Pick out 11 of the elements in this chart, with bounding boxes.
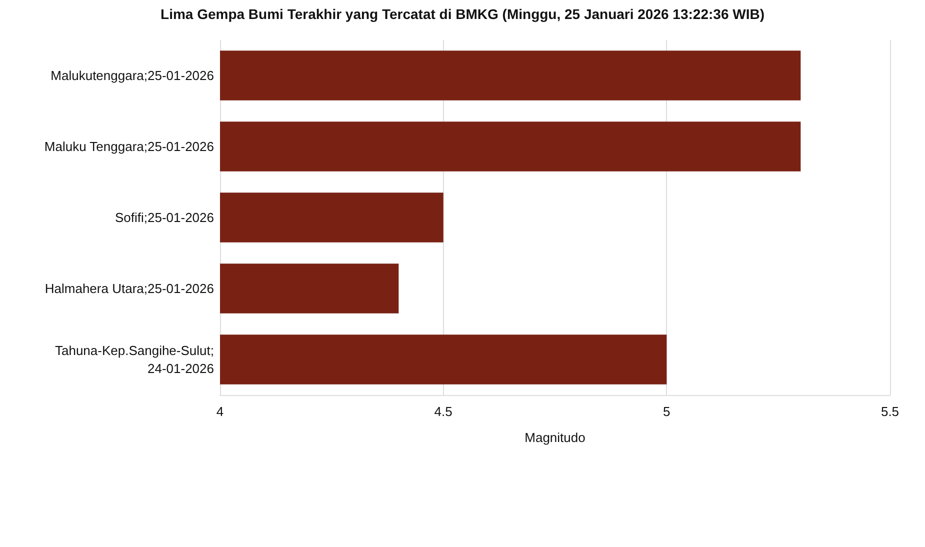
y-tick-label: Tahuna-Kep.Sangihe-Sulut;24-01-2026 bbox=[54, 343, 214, 376]
y-tick-label: Malukutenggara;25-01-2026 bbox=[50, 68, 214, 83]
y-tick-label: Sofifi;25-01-2026 bbox=[114, 210, 214, 225]
y-tick-label: Maluku Tenggara;25-01-2026 bbox=[44, 139, 214, 154]
chart-title: Lima Gempa Bumi Terakhir yang Tercatat di BMKG (Minggu, 25 Januari 2026 13:22:36 WIB) bbox=[160, 6, 764, 22]
x-tick-label: 4 bbox=[216, 404, 224, 419]
x-tick-label: 5 bbox=[663, 404, 670, 419]
x-axis-title: Magnitudo bbox=[524, 430, 586, 445]
y-tick-label: Halmahera Utara;25-01-2026 bbox=[44, 281, 214, 296]
x-tick-label: 5.5 bbox=[880, 404, 900, 419]
x-tick-label: 4.5 bbox=[434, 404, 452, 419]
